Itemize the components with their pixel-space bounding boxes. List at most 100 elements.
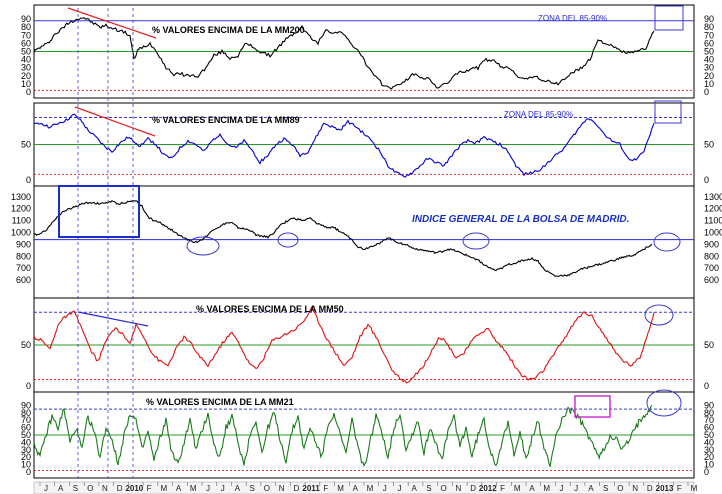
- y-tick-label-right: 600: [704, 275, 719, 285]
- x-tick-label: F: [323, 484, 328, 493]
- y-tick-label-left: 50: [21, 140, 31, 150]
- y-tick-label-left: 0: [26, 175, 31, 185]
- y-tick-label-left: 60: [21, 423, 31, 433]
- x-tick-label: J: [397, 484, 401, 493]
- y-tick-label-right: 90: [704, 400, 714, 410]
- y-tick-label-right: 1200: [704, 204, 722, 214]
- y-tick-label-left: 90: [21, 400, 31, 410]
- x-tick-label: O: [617, 484, 623, 493]
- x-tick-label: O: [264, 484, 270, 493]
- zone-annotation: ZONA DEL 85-90%: [504, 110, 573, 119]
- y-tick-label-right: 40: [704, 55, 714, 65]
- x-tick-label: 2011: [302, 484, 320, 493]
- highlight-ellipse: [653, 232, 681, 252]
- panel-title: % VALORES ENCIMA DE LA MM50: [196, 304, 344, 314]
- y-tick-label-left: 40: [21, 55, 31, 65]
- x-tick-label: M: [367, 484, 374, 493]
- y-tick-label-left: 30: [21, 445, 31, 455]
- y-tick-label-right: 0: [704, 381, 709, 391]
- x-tick-label: N: [455, 484, 461, 493]
- x-tick-label: D: [117, 484, 123, 493]
- y-tick-label-left: 1200: [11, 204, 31, 214]
- panel-title: % VALORES ENCIMA DE LA MM200: [152, 25, 305, 35]
- trend-line-blue: [77, 311, 149, 327]
- panel-title: % VALORES ENCIMA DE LA MM21: [146, 397, 294, 407]
- y-tick-label-left: 0: [26, 467, 31, 477]
- x-tick-label: J: [206, 484, 210, 493]
- y-tick-label-left: 700: [16, 263, 31, 273]
- y-tick-label-left: 80: [21, 408, 31, 418]
- y-tick-label-left: 900: [16, 239, 31, 249]
- x-tick-label: M: [337, 484, 344, 493]
- y-tick-label-right: 60: [704, 423, 714, 433]
- x-tick-label: A: [588, 484, 594, 493]
- x-tick-label: M: [514, 484, 521, 493]
- y-tick-label-left: 50: [21, 340, 31, 350]
- y-tick-label-left: 800: [16, 251, 31, 261]
- panels-layer: 90807060504030201009080706050403020100% …: [11, 4, 722, 479]
- y-tick-label-right: 50: [704, 140, 714, 150]
- panel-1: 90807060504030201009080706050403020100% …: [21, 4, 714, 99]
- y-tick-label-left: 0: [26, 87, 31, 97]
- y-tick-label-left: 70: [21, 30, 31, 40]
- y-tick-label-left: 50: [21, 47, 31, 57]
- series-line: [33, 17, 655, 90]
- highlight-ellipse: [462, 232, 490, 250]
- zone-box: [654, 100, 682, 124]
- y-tick-label-right: 90: [704, 14, 714, 24]
- y-tick-label-left: 600: [16, 275, 31, 285]
- trend-line-red: [67, 7, 157, 39]
- highlight-box-magenta: [574, 395, 611, 418]
- highlight-ellipse: [644, 304, 674, 326]
- y-tick-label-left: 1000: [11, 227, 31, 237]
- y-tick-label-right: 70: [704, 30, 714, 40]
- x-tick-label: F: [500, 484, 505, 493]
- highlight-ellipse: [277, 232, 299, 248]
- x-tick-label: O: [441, 484, 447, 493]
- x-tick-label: F: [147, 484, 152, 493]
- y-tick-label-left: 50: [21, 430, 31, 440]
- series-line: [33, 404, 653, 468]
- x-tick-label: O: [87, 484, 93, 493]
- x-tick-label: J: [44, 484, 48, 493]
- y-tick-label-left: 20: [21, 452, 31, 462]
- y-tick-label-left: 1100: [12, 216, 31, 226]
- panel-title: INDICE GENERAL DE LA BOLSA DE MADRID.: [412, 214, 629, 225]
- series-line: [33, 199, 653, 277]
- x-tick-label: S: [250, 484, 255, 493]
- y-tick-label-right: 1300: [704, 192, 722, 202]
- x-tick-label: D: [470, 484, 476, 493]
- y-tick-label-left: 1300: [11, 192, 31, 202]
- x-tick-label: 2013: [656, 484, 674, 493]
- zone-box: [654, 5, 684, 31]
- y-tick-label-left: 60: [21, 38, 31, 48]
- y-tick-label-right: 50: [704, 47, 714, 57]
- x-tick-label: M: [543, 484, 550, 493]
- y-tick-label-right: 30: [704, 63, 714, 73]
- highlight-ellipse: [186, 236, 220, 256]
- y-tick-label-right: 70: [704, 415, 714, 425]
- highlight-ellipse: [646, 389, 682, 417]
- y-tick-label-right: 10: [704, 460, 714, 470]
- panel-4: 50 0 50 0 % VALORES ENCIMA DE LA MM50: [21, 297, 714, 393]
- x-tick-label: S: [73, 484, 78, 493]
- x-tick-label: D: [647, 484, 653, 493]
- x-tick-label: S: [603, 484, 608, 493]
- x-tick-label: N: [632, 484, 638, 493]
- x-tick-label: A: [529, 484, 535, 493]
- x-tick-label: D: [293, 484, 299, 493]
- y-tick-label-right: 80: [704, 408, 714, 418]
- x-tick-label: N: [102, 484, 108, 493]
- y-tick-label-right: 50: [704, 430, 714, 440]
- x-tick-label: F: [677, 484, 682, 493]
- x-tick-label: A: [235, 484, 241, 493]
- panel-title: % VALORES ENCIMA DE LA MM89: [152, 115, 300, 125]
- y-tick-label-right: 900: [704, 239, 719, 249]
- x-tick-label: 2010: [125, 484, 143, 493]
- y-tick-label-left: 0: [26, 381, 31, 391]
- y-tick-label-right: 1100: [704, 216, 722, 226]
- x-axis: J A S O N D 2010 F M A M J J A S O N D 2011 F M A M J J A S O N D 2012…: [33, 481, 698, 494]
- x-tick-label: J: [574, 484, 578, 493]
- y-tick-label-left: 30: [21, 63, 31, 73]
